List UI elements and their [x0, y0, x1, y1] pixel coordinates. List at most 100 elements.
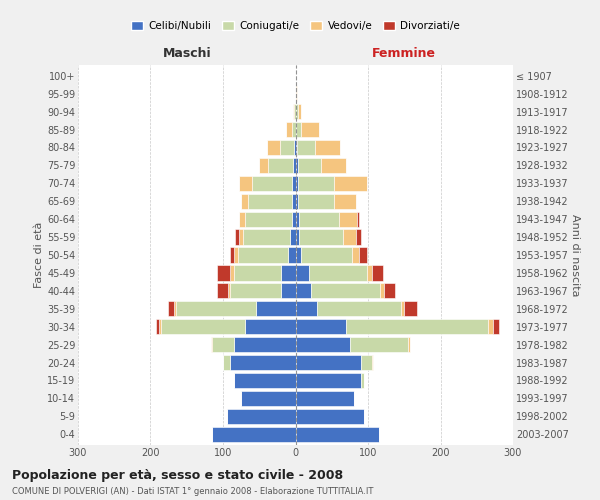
Bar — [234, 337, 296, 352]
Text: Maschi: Maschi — [163, 46, 211, 60]
Bar — [227, 408, 296, 424]
Bar — [371, 355, 373, 370]
Bar — [296, 301, 317, 316]
Bar — [296, 104, 298, 119]
Bar — [241, 194, 248, 209]
Y-axis label: Fasce di età: Fasce di età — [34, 222, 44, 288]
Bar — [230, 266, 234, 280]
Bar — [223, 355, 230, 370]
Bar — [296, 355, 361, 370]
Bar — [361, 355, 371, 370]
Bar — [296, 194, 298, 209]
Bar — [296, 319, 346, 334]
Bar — [357, 212, 359, 227]
Bar — [239, 176, 252, 191]
Bar — [256, 301, 296, 316]
Bar — [239, 230, 242, 244]
Bar — [367, 266, 373, 280]
Bar — [234, 248, 238, 262]
Bar — [352, 248, 359, 262]
Bar — [294, 104, 296, 119]
Bar — [301, 122, 319, 137]
Bar — [292, 212, 296, 227]
Bar — [380, 283, 384, 298]
Y-axis label: Anni di nascita: Anni di nascita — [570, 214, 580, 296]
Bar — [212, 337, 234, 352]
Bar — [334, 176, 367, 191]
Bar — [281, 283, 296, 298]
Bar — [245, 319, 296, 334]
Bar — [343, 230, 356, 244]
Legend: Celibi/Nubili, Coniugati/e, Vedovi/e, Divorziati/e: Celibi/Nubili, Coniugati/e, Vedovi/e, Di… — [127, 17, 464, 36]
Bar — [168, 301, 174, 316]
Bar — [298, 176, 334, 191]
Bar — [252, 176, 292, 191]
Bar — [292, 176, 296, 191]
Bar — [296, 337, 350, 352]
Bar — [311, 283, 380, 298]
Bar — [241, 391, 296, 406]
Bar — [174, 301, 176, 316]
Bar — [296, 230, 299, 244]
Bar — [296, 391, 353, 406]
Bar — [217, 283, 228, 298]
Bar — [159, 319, 161, 334]
Bar — [230, 355, 296, 370]
Bar — [161, 319, 245, 334]
Bar — [245, 212, 292, 227]
Bar — [268, 158, 293, 173]
Bar — [296, 266, 308, 280]
Bar — [296, 373, 361, 388]
Bar — [242, 230, 290, 244]
Bar — [321, 158, 346, 173]
Bar — [281, 266, 296, 280]
Bar — [230, 248, 234, 262]
Bar — [296, 408, 364, 424]
Bar — [317, 301, 401, 316]
Bar — [404, 301, 418, 316]
Bar — [361, 373, 364, 388]
Bar — [248, 194, 292, 209]
Bar — [296, 158, 298, 173]
Bar — [296, 176, 298, 191]
Bar — [308, 266, 367, 280]
Bar — [299, 212, 339, 227]
Bar — [297, 140, 315, 155]
Bar — [259, 158, 268, 173]
Bar — [294, 140, 296, 155]
Bar — [155, 319, 159, 334]
Bar — [234, 266, 281, 280]
Bar — [384, 283, 395, 298]
Bar — [346, 319, 488, 334]
Bar — [293, 158, 296, 173]
Bar — [298, 194, 334, 209]
Bar — [296, 248, 301, 262]
Bar — [292, 194, 296, 209]
Bar — [315, 140, 340, 155]
Bar — [299, 230, 343, 244]
Bar — [356, 230, 361, 244]
Bar — [359, 248, 367, 262]
Bar — [239, 212, 245, 227]
Bar — [228, 283, 230, 298]
Bar — [488, 319, 493, 334]
Text: COMUNE DI POLVERIGI (AN) - Dati ISTAT 1° gennaio 2008 - Elaborazione TUTTITALIA.: COMUNE DI POLVERIGI (AN) - Dati ISTAT 1°… — [12, 487, 373, 496]
Bar — [296, 86, 297, 102]
Bar — [296, 283, 311, 298]
Bar — [217, 266, 230, 280]
Bar — [235, 230, 239, 244]
Bar — [334, 194, 356, 209]
Bar — [493, 319, 499, 334]
Bar — [238, 248, 288, 262]
Text: Femmine: Femmine — [372, 46, 436, 60]
Text: Popolazione per età, sesso e stato civile - 2008: Popolazione per età, sesso e stato civil… — [12, 470, 343, 482]
Bar — [298, 158, 321, 173]
Bar — [286, 122, 292, 137]
Bar — [211, 337, 212, 352]
Bar — [266, 140, 280, 155]
Bar — [296, 122, 301, 137]
Bar — [296, 140, 297, 155]
Bar — [292, 122, 296, 137]
Bar — [176, 301, 256, 316]
Bar — [290, 230, 296, 244]
